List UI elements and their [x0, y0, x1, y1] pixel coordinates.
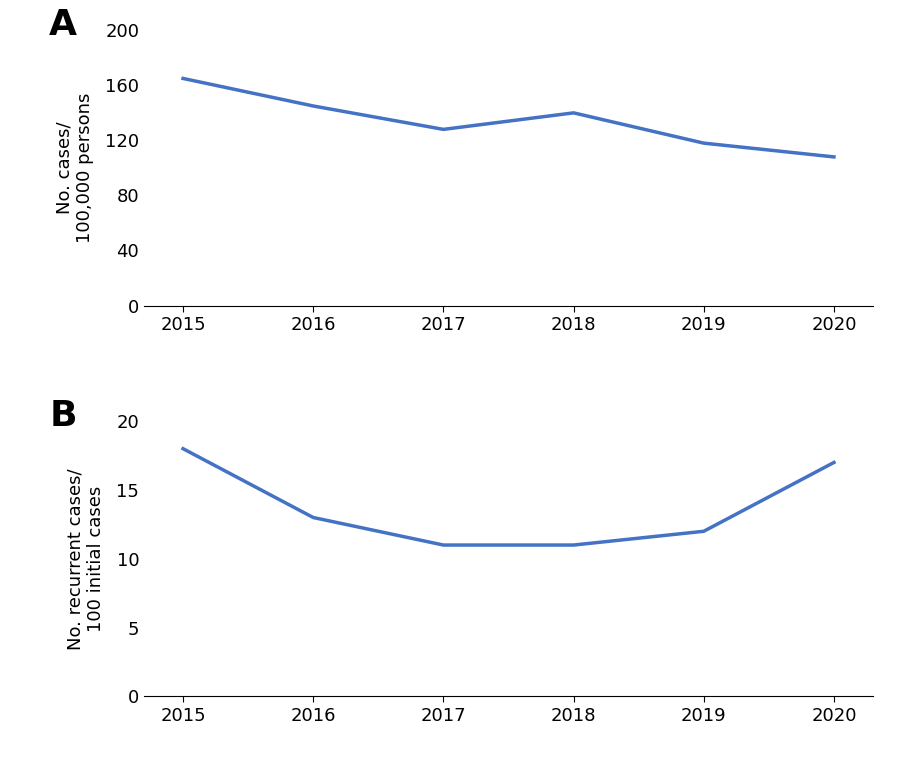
Y-axis label: No. cases/
100,000 persons: No. cases/ 100,000 persons — [55, 92, 94, 243]
Text: A: A — [50, 8, 77, 42]
Text: B: B — [50, 399, 76, 433]
Y-axis label: No. recurrent cases/
100 initial cases: No. recurrent cases/ 100 initial cases — [67, 468, 105, 650]
